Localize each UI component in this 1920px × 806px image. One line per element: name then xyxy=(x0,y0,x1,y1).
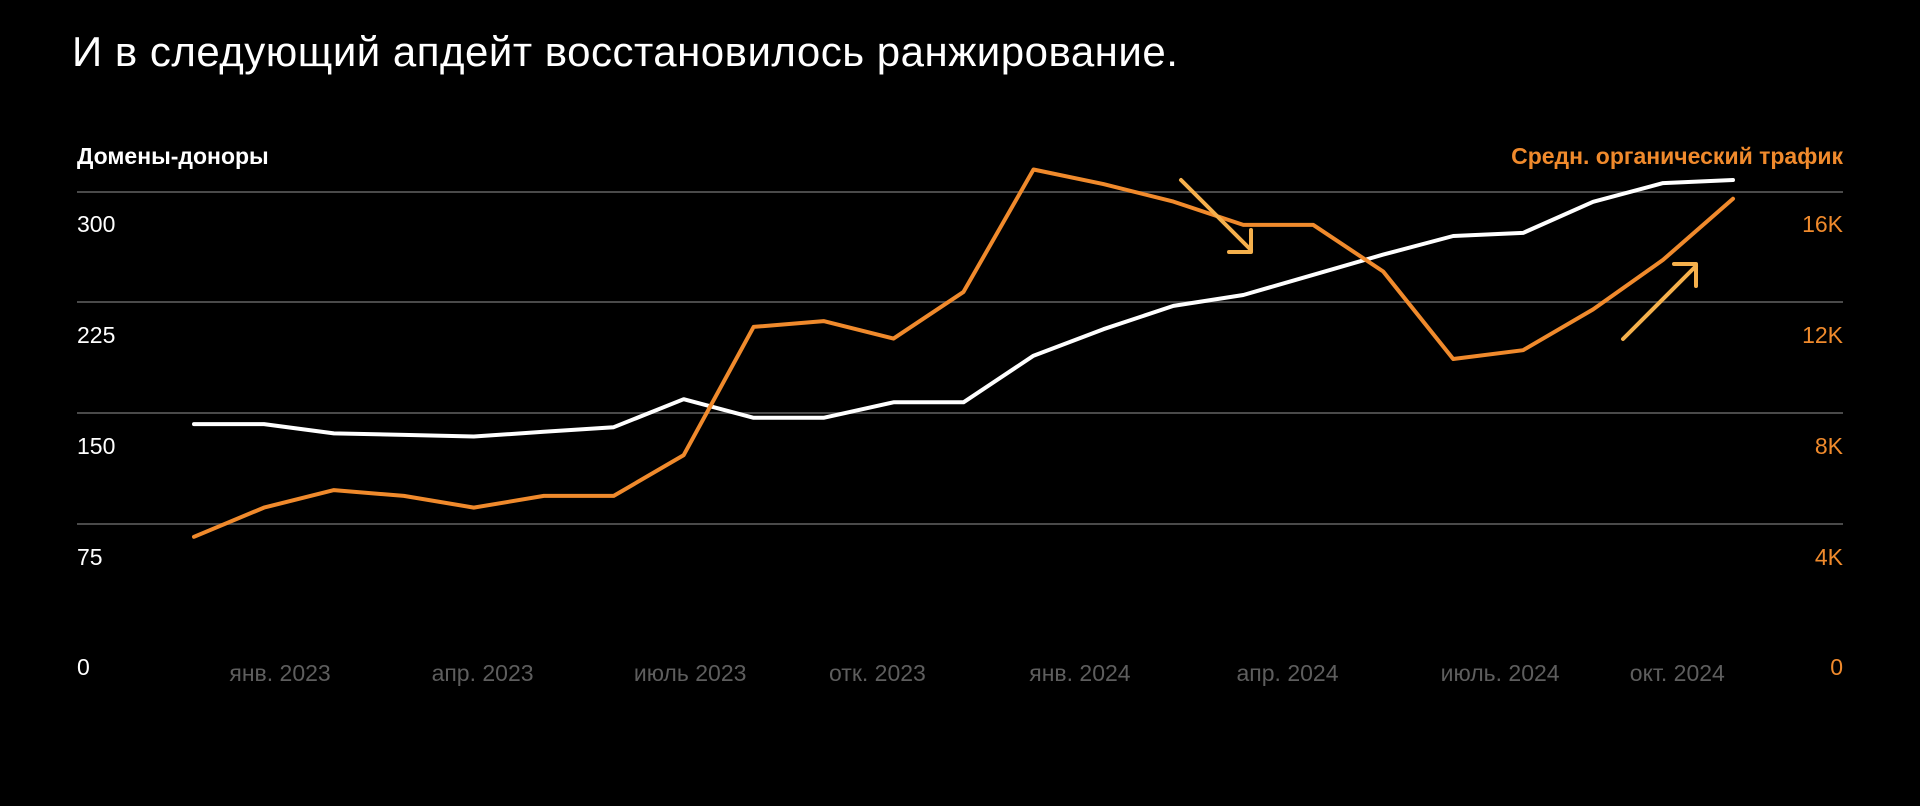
arrow-up-right-icon xyxy=(1621,262,1698,341)
right-tick-label: 16K xyxy=(1802,211,1844,237)
right-axis-ticks: 0 4K 8K 12K 16K xyxy=(1802,211,1844,680)
left-tick-label: 150 xyxy=(77,433,115,459)
arrow-down-right-icon xyxy=(1179,178,1253,254)
right-tick-label: 0 xyxy=(1830,654,1843,680)
right-tick-label: 4K xyxy=(1815,544,1844,570)
annotation-arrows xyxy=(1179,178,1698,341)
page-title: И в следующий апдейт восстановилось ранж… xyxy=(72,28,1179,75)
x-tick-label: янв. 2023 xyxy=(229,660,330,686)
gridlines xyxy=(77,191,1843,525)
left-axis-title: Домены-доноры xyxy=(77,143,269,169)
x-tick-label: окт. 2024 xyxy=(1630,660,1725,686)
left-tick-label: 75 xyxy=(77,544,103,570)
donors-series-line xyxy=(192,178,1735,439)
right-tick-label: 8K xyxy=(1815,433,1844,459)
left-tick-label: 0 xyxy=(77,654,90,680)
left-axis-ticks: 0 75 150 225 300 xyxy=(77,211,115,680)
right-axis-title: Средн. органический трафик xyxy=(1511,143,1843,169)
x-tick-label: отк. 2023 xyxy=(829,660,926,686)
traffic-series-line xyxy=(192,167,1735,539)
x-tick-label: апр. 2023 xyxy=(432,660,534,686)
x-tick-label: апр. 2024 xyxy=(1237,660,1339,686)
left-tick-label: 225 xyxy=(77,322,115,348)
series-lines xyxy=(192,167,1735,539)
right-tick-label: 12K xyxy=(1802,322,1844,348)
left-tick-label: 300 xyxy=(77,211,115,237)
x-tick-label: июль. 2024 xyxy=(1441,660,1560,686)
x-tick-label: июль 2023 xyxy=(634,660,747,686)
x-tick-label: янв. 2024 xyxy=(1029,660,1131,686)
x-axis-ticks: янв. 2023 апр. 2023 июль 2023 отк. 2023 янв.… xyxy=(229,660,1725,686)
